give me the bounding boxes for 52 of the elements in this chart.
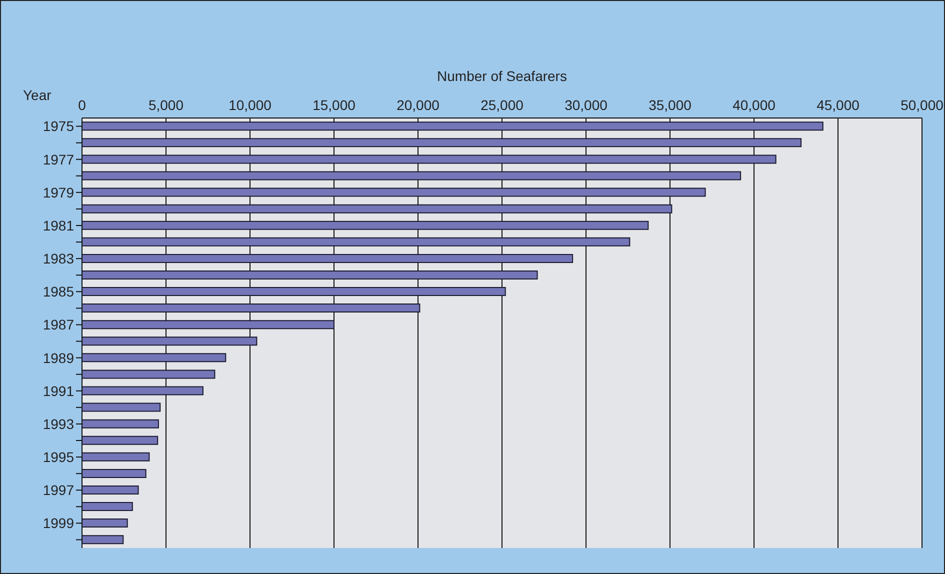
x-tick-label: 0 xyxy=(78,97,86,113)
bar xyxy=(82,502,133,512)
y-tick-label: 1995 xyxy=(42,449,74,466)
bar xyxy=(82,320,334,330)
bar xyxy=(82,518,128,528)
y-tick-label: 1997 xyxy=(42,482,74,498)
x-axis-title: Number of Seafarers xyxy=(437,68,567,84)
x-tick-label: 25,000 xyxy=(480,97,524,113)
x-tick-label: 50,000 xyxy=(900,97,944,113)
x-tick-label: 15,000 xyxy=(312,97,356,113)
bar xyxy=(82,436,158,445)
y-tick-label: 1981 xyxy=(42,217,74,234)
bar xyxy=(82,452,150,462)
x-tick-label: 45,000 xyxy=(816,97,860,113)
bar xyxy=(82,254,574,263)
x-tick-label: 10,000 xyxy=(228,97,272,113)
y-tick-label: 1999 xyxy=(42,515,74,532)
y-tick-label: 1983 xyxy=(42,250,74,267)
bar xyxy=(82,386,204,396)
bar xyxy=(82,535,124,544)
y-tick-label: 1991 xyxy=(42,382,74,399)
bar xyxy=(82,419,159,428)
bar xyxy=(82,188,706,197)
bar xyxy=(82,353,226,362)
x-tick-label: 35,000 xyxy=(648,97,692,113)
bar xyxy=(82,336,258,346)
y-tick-label: 1989 xyxy=(42,350,74,366)
x-tick-label: 5,000 xyxy=(148,97,184,113)
bar xyxy=(82,287,506,296)
bar xyxy=(82,204,672,214)
bar xyxy=(82,370,216,379)
x-tick-label: 30,000 xyxy=(564,97,608,113)
y-tick-label: 1993 xyxy=(42,416,74,432)
bar xyxy=(82,138,802,148)
bar xyxy=(82,485,139,494)
y-tick-label: 1985 xyxy=(42,284,74,300)
y-tick-label: 1979 xyxy=(42,184,74,200)
y-tick-label: 1977 xyxy=(42,151,74,168)
y-tick-label: 1987 xyxy=(42,316,74,333)
bar xyxy=(82,270,538,280)
bar xyxy=(82,237,630,246)
bar xyxy=(82,468,146,478)
bar xyxy=(82,304,420,313)
y-axis-title: Year xyxy=(23,87,52,103)
bar xyxy=(82,220,649,230)
bar xyxy=(82,122,824,131)
x-tick-label: 40,000 xyxy=(732,97,776,113)
bar xyxy=(82,171,742,180)
bar xyxy=(82,402,161,412)
y-tick-label: 1975 xyxy=(42,118,74,134)
x-tick-label: 20,000 xyxy=(396,97,440,113)
bar xyxy=(82,154,776,164)
